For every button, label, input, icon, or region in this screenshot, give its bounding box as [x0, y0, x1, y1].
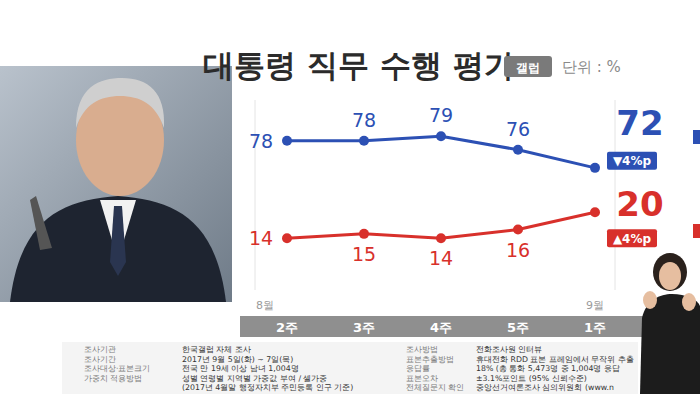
- month-label: 9월: [586, 299, 604, 312]
- interpreter-face: [659, 262, 681, 290]
- note-label: 조사기관: [84, 345, 116, 354]
- note-label: 조사기간: [84, 355, 116, 364]
- change-label: ▲4%p: [613, 232, 652, 246]
- data-label: 14: [249, 227, 273, 249]
- plot-marks: [282, 131, 600, 243]
- photo-tie: [110, 206, 126, 276]
- info-panel-bg: [62, 342, 638, 394]
- data-label: 79: [429, 104, 453, 126]
- title: 대통령 직무 수행 평가: [203, 47, 514, 83]
- series-point: [436, 233, 446, 243]
- series-point: [282, 136, 292, 146]
- change-label: ▼4%p: [613, 154, 652, 168]
- source-box: [504, 56, 552, 77]
- x-tick-label: 1주: [584, 320, 606, 335]
- data-label: 76: [506, 118, 530, 140]
- note-text: 휴대전화 RDD 표본 프레임에서 무작위 추출: [476, 355, 634, 364]
- note-text: 전국 만 19세 이상 남녀 1,004명: [182, 364, 299, 373]
- photo-suit: [10, 196, 226, 302]
- x-tick-label: 3주: [353, 320, 375, 335]
- series-point: [590, 207, 600, 217]
- data-label: 15: [352, 243, 376, 265]
- series-point: [513, 145, 523, 155]
- x-tick-label: 4주: [430, 320, 452, 335]
- interpreter: [640, 253, 700, 394]
- note-text: 18% (총 통화 5,473명 중 1,004명 응답: [476, 364, 620, 373]
- series-point: [590, 163, 600, 173]
- series-point: [513, 225, 523, 235]
- note-text: 한국갤럽 자체 조사: [182, 345, 251, 354]
- data-label: 78: [249, 130, 273, 152]
- photo: [0, 66, 232, 302]
- data-label: 16: [506, 239, 530, 261]
- series-point: [359, 136, 369, 146]
- month-label: 8월: [256, 299, 274, 312]
- note-text: (2017년 4월말 행정자치부 주민등록 인구 기준): [182, 383, 353, 392]
- note-text: ±3.1%포인트 (95% 신뢰수준): [476, 374, 587, 383]
- series-point: [436, 131, 446, 141]
- data-labels: 78 78 79 76 72 ▼4%p 14 15 14 16 20 ▲4%p: [249, 103, 664, 269]
- interpreter-hand: [682, 293, 696, 311]
- note-text: 2017년 9월 5일(화) ~ 7일(목): [182, 355, 293, 364]
- note-label: 표본추출방법: [406, 355, 454, 364]
- interpreter-hair: [653, 253, 687, 291]
- photo-hair: [76, 78, 164, 128]
- y-axis-line: [255, 100, 256, 290]
- data-label: 78: [352, 109, 376, 131]
- note-text: 성별 연령별 지역별 가중값 부여 / 셀가중: [182, 374, 328, 383]
- data-label-final: 20: [616, 184, 663, 224]
- source: 갤럽: [516, 61, 540, 75]
- data-label: 14: [429, 247, 453, 269]
- background: [0, 0, 700, 394]
- unit: 단위 : %: [562, 58, 621, 76]
- chart-root: 대통령 직무 수행 평가갤럽 단위 : % 2주 3주 4주 5주 1주 8월 9월 78 78 79…: [0, 0, 700, 394]
- note-label: 조사방법: [406, 345, 438, 354]
- note-label: 응답률: [406, 364, 430, 373]
- change-badge: [607, 229, 657, 247]
- series-point: [359, 229, 369, 239]
- x-tick-label: 5주: [507, 320, 529, 335]
- x-tick-label: 2주: [276, 320, 298, 335]
- x-axis-band: [240, 316, 700, 337]
- change-badge: [607, 152, 657, 170]
- note-label: 조사대상·표본크기: [84, 364, 150, 373]
- note-text: 전화조사원 인터뷰: [476, 345, 542, 354]
- series-point: [282, 233, 292, 243]
- info-panel: 조사기관 한국갤럽 자체 조사조사기간 2017년 9월 5일(화) ~ 7일(목)…: [62, 342, 638, 394]
- note-label: 가중치 적용방법: [84, 374, 142, 383]
- data-label-final: 72: [616, 103, 663, 143]
- note-label: 표본오차: [406, 374, 438, 383]
- note-label: 전체질문지 확인: [406, 383, 464, 392]
- interpreter-body: [640, 294, 700, 394]
- interpreter-hand: [643, 291, 657, 309]
- photo-mic: [30, 196, 52, 250]
- note-text: 중앙선거여론조사 심의위원회 (www.n: [476, 383, 614, 392]
- legend-swatch: [693, 130, 700, 144]
- photo-bg: [0, 66, 232, 302]
- legend-swatch: [693, 224, 700, 238]
